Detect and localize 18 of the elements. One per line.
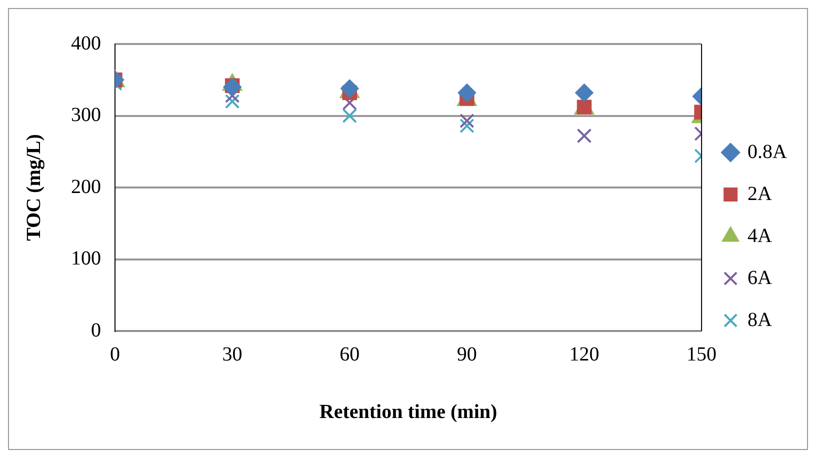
x-tick-label: 120 bbox=[569, 343, 600, 366]
x-tick-label: 60 bbox=[340, 343, 360, 366]
y-tick-label: 300 bbox=[71, 104, 101, 126]
x-tick-label: 150 bbox=[686, 343, 717, 366]
y-axis-title: TOC (mg/L) bbox=[23, 134, 46, 241]
legend-label: 8A bbox=[748, 308, 773, 331]
x-tick-label: 30 bbox=[222, 343, 242, 366]
y-tick-label: 0 bbox=[91, 319, 101, 342]
legend-label: 4A bbox=[748, 224, 773, 247]
x-tick-label: 0 bbox=[110, 343, 120, 366]
y-tick-label: 200 bbox=[71, 176, 101, 198]
x-axis-title: Retention time (min) bbox=[319, 401, 498, 424]
legend-label: 2A bbox=[748, 182, 773, 205]
legend-label: 0.8A bbox=[748, 140, 788, 163]
y-tick-label: 400 bbox=[71, 32, 101, 54]
x-tick-label: 90 bbox=[456, 343, 477, 366]
y-tick-label: 100 bbox=[71, 248, 101, 270]
legend-label: 6A bbox=[748, 266, 773, 289]
